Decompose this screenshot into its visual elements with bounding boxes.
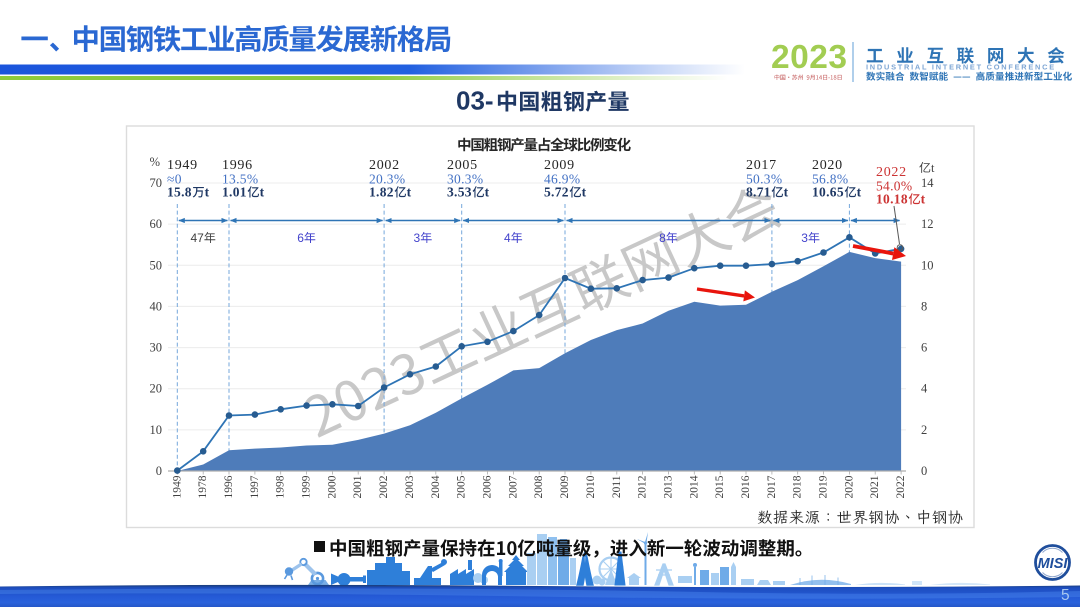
svg-text:MISI: MISI: [1038, 556, 1069, 572]
svg-text:6: 6: [921, 341, 927, 355]
svg-text:10: 10: [921, 258, 934, 272]
svg-text:2009: 2009: [559, 475, 571, 498]
svg-text:1996: 1996: [223, 475, 235, 498]
svg-text:2000: 2000: [326, 475, 338, 498]
svg-text:t: t: [921, 192, 926, 207]
svg-text:5.72: 5.72: [544, 185, 569, 200]
svg-text:5: 5: [1061, 587, 1070, 604]
svg-text:2005: 2005: [447, 158, 478, 173]
svg-text:2: 2: [921, 423, 927, 437]
svg-text:10.65: 10.65: [812, 185, 844, 200]
svg-text:2004: 2004: [430, 475, 442, 498]
svg-text:2020: 2020: [812, 158, 843, 173]
svg-text:3.53: 3.53: [447, 185, 472, 200]
svg-text:60: 60: [150, 217, 163, 231]
svg-text:2001: 2001: [352, 475, 364, 498]
svg-text:13.5%: 13.5%: [222, 172, 258, 187]
svg-text:2003: 2003: [404, 475, 416, 498]
svg-text:1.01: 1.01: [222, 185, 247, 200]
svg-text:2009: 2009: [544, 158, 575, 173]
svg-text:4: 4: [504, 231, 511, 245]
svg-text:3: 3: [414, 231, 421, 245]
svg-text:12: 12: [921, 217, 934, 231]
svg-text:46.9%: 46.9%: [544, 172, 580, 187]
svg-text:t: t: [485, 185, 490, 200]
svg-text:2002: 2002: [378, 475, 390, 498]
svg-text:10: 10: [150, 423, 163, 437]
svg-text:%: %: [150, 155, 160, 169]
svg-text:1949: 1949: [171, 475, 183, 498]
svg-text:1998: 1998: [275, 475, 287, 498]
svg-text:54.0%: 54.0%: [876, 179, 912, 194]
svg-text:2017: 2017: [766, 475, 778, 498]
svg-text:10.18: 10.18: [876, 192, 908, 207]
svg-text:8: 8: [921, 299, 927, 313]
svg-text:3: 3: [801, 231, 808, 245]
svg-text:t: t: [784, 185, 789, 200]
svg-text:8.71: 8.71: [746, 185, 771, 200]
svg-text:2016: 2016: [740, 475, 752, 498]
svg-text:t: t: [857, 185, 862, 200]
svg-text:2019: 2019: [818, 475, 830, 498]
svg-text:2008: 2008: [533, 475, 545, 498]
svg-text:4: 4: [921, 382, 928, 396]
svg-text:≈0: ≈0: [167, 172, 182, 187]
svg-text:15.8: 15.8: [167, 185, 192, 200]
svg-text:t: t: [260, 185, 265, 200]
svg-text:56.8%: 56.8%: [812, 172, 848, 187]
svg-text:2022: 2022: [876, 165, 907, 180]
svg-text:2015: 2015: [714, 475, 726, 498]
svg-text:30.3%: 30.3%: [447, 172, 483, 187]
svg-text:2011: 2011: [611, 475, 623, 498]
svg-text:1949: 1949: [167, 158, 198, 173]
svg-text:2023: 2023: [771, 39, 848, 76]
svg-text:2002: 2002: [369, 158, 400, 173]
svg-text:14: 14: [921, 176, 934, 190]
svg-text:2012: 2012: [637, 475, 649, 498]
svg-text:20.3%: 20.3%: [369, 172, 405, 187]
svg-text:t: t: [205, 185, 210, 200]
svg-text:2021: 2021: [869, 475, 881, 498]
svg-text:2005: 2005: [456, 475, 468, 498]
svg-text:INDUSTRIAL INTERNET CONFERENCE: INDUSTRIAL INTERNET CONFERENCE: [866, 63, 1056, 72]
svg-text:2013: 2013: [663, 475, 675, 498]
svg-text:50: 50: [150, 258, 163, 272]
svg-text:0: 0: [921, 464, 927, 478]
svg-text:03-: 03-: [456, 86, 494, 116]
svg-text:2020: 2020: [843, 475, 855, 498]
svg-text:1978: 1978: [197, 475, 209, 498]
svg-text:30: 30: [150, 341, 163, 355]
svg-text:70: 70: [150, 176, 163, 190]
svg-text:6: 6: [297, 231, 304, 245]
svg-text:8: 8: [659, 231, 666, 245]
svg-text:1997: 1997: [249, 475, 261, 498]
svg-text:1.82: 1.82: [369, 185, 394, 200]
svg-text:2006: 2006: [482, 475, 494, 498]
svg-text:20: 20: [150, 382, 163, 396]
svg-text:47: 47: [191, 231, 205, 245]
svg-text:2018: 2018: [792, 475, 804, 498]
svg-text:t: t: [407, 185, 412, 200]
svg-text:t: t: [582, 185, 587, 200]
svg-text:2007: 2007: [507, 475, 519, 498]
svg-text:2022: 2022: [895, 475, 907, 498]
svg-text:2010: 2010: [585, 475, 597, 498]
svg-text:t: t: [931, 161, 935, 175]
svg-text:2014: 2014: [688, 475, 700, 498]
svg-text:50.3%: 50.3%: [746, 172, 782, 187]
svg-text:1996: 1996: [222, 158, 253, 173]
svg-text:40: 40: [150, 299, 163, 313]
svg-text:1999: 1999: [301, 475, 313, 498]
svg-text:2017: 2017: [746, 158, 777, 173]
svg-text:0: 0: [156, 464, 162, 478]
